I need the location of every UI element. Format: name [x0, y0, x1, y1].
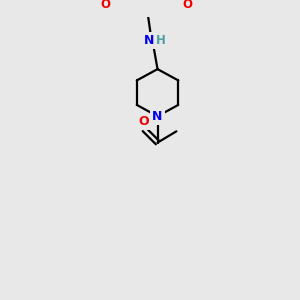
Text: N: N: [144, 34, 154, 47]
Text: O: O: [182, 0, 192, 11]
Text: H: H: [156, 34, 166, 47]
Text: O: O: [138, 116, 149, 128]
Text: N: N: [152, 110, 163, 123]
Text: O: O: [100, 0, 110, 11]
